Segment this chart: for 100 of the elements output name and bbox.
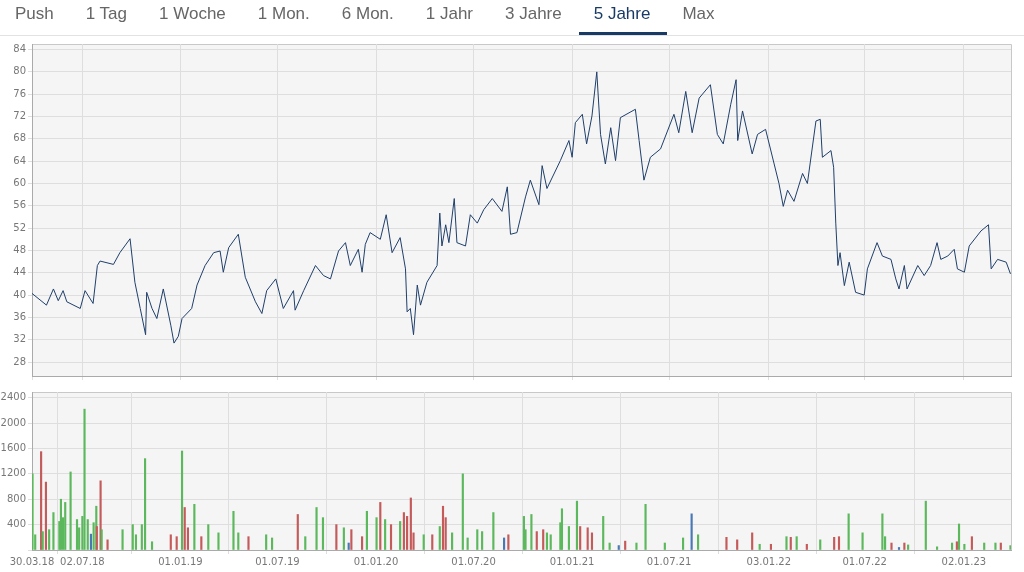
bar [819,539,822,550]
bar [441,505,445,550]
bar [890,542,893,550]
bar [736,539,739,550]
bar [451,532,454,550]
bar [924,500,927,550]
bar [503,537,506,550]
bar [690,513,693,550]
bar [131,524,134,550]
bar [384,519,387,550]
y-tick-label: 52 [13,221,26,233]
y-tick-label: 28 [13,355,26,367]
bar [52,512,55,550]
bar [999,542,1002,550]
bar [560,508,564,550]
bar [64,502,67,550]
bar [59,498,63,550]
bar [95,526,98,550]
x-tick-label: 01.01.19 [158,555,203,567]
x-tick-label: 01.07.20 [451,555,496,567]
bar [542,529,545,550]
bar [994,542,997,550]
bar [751,532,754,550]
bar [296,514,299,550]
bar [150,541,154,550]
bar [663,542,666,550]
bar [193,503,196,550]
bar [950,542,954,550]
bar [106,539,109,550]
bar [350,529,353,550]
bar [696,534,700,550]
bar [624,540,627,550]
bar [795,536,798,550]
x-tick-label: 30.03.18 [9,555,55,567]
bar [935,546,939,550]
bar [247,536,250,550]
text: 5 Jahre [578,0,668,35]
y-tick-label: 68 [13,132,26,144]
bar [635,542,638,550]
bar [335,524,338,550]
y-tick-label: 800 [6,492,26,504]
bar [805,543,808,550]
bar [69,471,72,550]
text: 1 Woche [158,3,227,25]
bar [590,532,594,550]
bar [579,526,582,550]
bar [100,529,103,550]
bar [379,502,382,550]
bar [586,527,589,550]
bar [406,516,409,550]
bar [481,531,484,550]
x-tick-label: 01.07.21 [646,555,692,567]
y-tick-label: 400 [6,518,26,530]
bar [75,519,79,550]
y-tick-label: 32 [13,333,26,345]
bar [963,543,966,550]
text: Max [681,3,716,25]
y-tick-label: 60 [13,177,26,189]
bar [399,521,402,550]
text: 1 Jahr [424,3,475,25]
bar [567,526,570,550]
bar [270,537,274,550]
text: 1 Mon. [256,3,311,25]
bar [121,529,124,550]
bar [89,533,93,550]
y-tick-label: 64 [13,154,26,166]
bar [83,408,86,550]
text: Push [14,3,55,25]
x-tick-label: 01.07.22 [842,555,887,567]
y-tick-label: 76 [13,87,26,99]
bar [169,534,172,550]
y-tick-label: 2000 [0,416,26,428]
bar [507,534,510,550]
bar [955,541,958,550]
bar [265,534,268,550]
bar [41,531,44,550]
y-tick-label: 72 [13,110,26,122]
bar [903,542,906,550]
bar [837,536,841,550]
y-tick-label: 56 [13,199,26,211]
text: 1 Tag [84,3,129,25]
x-tick-label: 01.01.20 [353,555,399,567]
bar [342,527,345,550]
bar [758,543,761,550]
bar [365,510,368,550]
y-tick-label: 36 [13,311,26,323]
bar [375,517,378,550]
bar [617,545,620,550]
y-tick-label: 48 [13,244,26,256]
bar [492,512,495,550]
bar [461,473,464,550]
bar [422,534,425,550]
bar [861,532,864,550]
bar [40,451,43,550]
bar [1009,545,1011,550]
bar [847,513,850,550]
y-tick-label: 44 [13,266,26,278]
bar [545,532,549,550]
text: 6 Mon. [340,3,395,25]
bar [575,500,579,550]
